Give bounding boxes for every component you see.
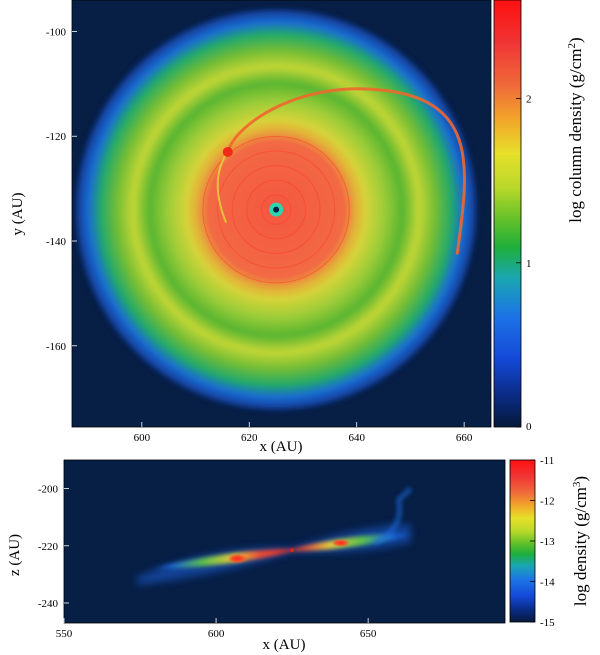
right-clump: [331, 538, 350, 547]
top-colorbar: [493, 0, 522, 428]
y-tick-label: -220: [38, 541, 59, 553]
x-tick-label: 550: [56, 628, 73, 640]
bottom-colorbar-ticks: -11 -12 -13 -14 -15: [530, 455, 555, 629]
face-on-plot: 600 620 640 660 -100 -120 -140 -160 x (AU) y (…: [10, 0, 585, 455]
star-marker: [273, 206, 280, 213]
bottom-y-axis-label: z (AU): [7, 534, 23, 576]
top-colorbar-ticks: 0 1 2: [516, 94, 532, 433]
colorbar-tick-label: -12: [540, 496, 555, 508]
edge-on-warp: [373, 486, 413, 546]
bottom-colorbar-label: log density (g/cm3): [571, 476, 590, 606]
edge-on-background: [64, 460, 505, 623]
x-tick-label: 640: [348, 432, 365, 444]
top-colorbar-label: log column density (g/cm2): [566, 37, 585, 222]
bottom-x-axis-label: x (AU): [263, 637, 306, 653]
top-y-axis-label: y (AU): [10, 193, 26, 236]
top-x-ticks: 600 620 640 660: [134, 422, 473, 444]
inner-rings: [202, 135, 350, 284]
y-tick-label: -200: [38, 484, 59, 496]
colorbar-tick-label: 2: [526, 94, 532, 106]
colorbar-tick-label: -11: [540, 455, 554, 467]
bottom-x-ticks: 550 600 650: [56, 618, 377, 640]
edge-on-frame: [63, 459, 506, 624]
x-tick-label: 600: [208, 628, 225, 640]
spiral-arm-inner: [216, 150, 229, 223]
left-clump: [227, 553, 248, 564]
colorbar-tick-label: 0: [526, 421, 532, 433]
x-tick-label: 600: [134, 432, 151, 444]
bottom-y-ticks: -200 -220 -240: [38, 484, 69, 610]
y-tick-label: -100: [46, 26, 67, 38]
inner-ring: [231, 165, 321, 255]
colorbar-tick-label: -15: [540, 617, 555, 629]
inner-ring: [260, 194, 292, 225]
y-tick-label: -160: [46, 341, 67, 353]
colorbar-tick-label: -14: [540, 577, 555, 589]
edge-on-plot: 550 600 650 -200 -220 -240 x (AU) z (AU) -11…: [7, 455, 590, 653]
inner-ring: [217, 150, 336, 269]
y-tick-label: -120: [46, 131, 67, 143]
x-tick-label: 620: [241, 432, 258, 444]
x-tick-label: 650: [360, 628, 377, 640]
spiral-arm: [226, 87, 466, 255]
colorbar-tick-label: -13: [540, 536, 555, 548]
top-x-axis-label: x (AU): [260, 439, 303, 455]
inner-ring: [246, 179, 306, 240]
edge-on-center: [290, 548, 295, 553]
y-tick-label: -240: [38, 598, 59, 610]
x-tick-label: 660: [456, 432, 473, 444]
planet-marker: [222, 146, 233, 157]
y-tick-label: -140: [46, 236, 67, 248]
top-y-ticks: -100 -120 -140 -160: [46, 26, 77, 353]
face-on-frame: [71, 0, 492, 428]
inner-ring: [202, 135, 350, 284]
colorbar-tick-label: 1: [526, 258, 532, 270]
